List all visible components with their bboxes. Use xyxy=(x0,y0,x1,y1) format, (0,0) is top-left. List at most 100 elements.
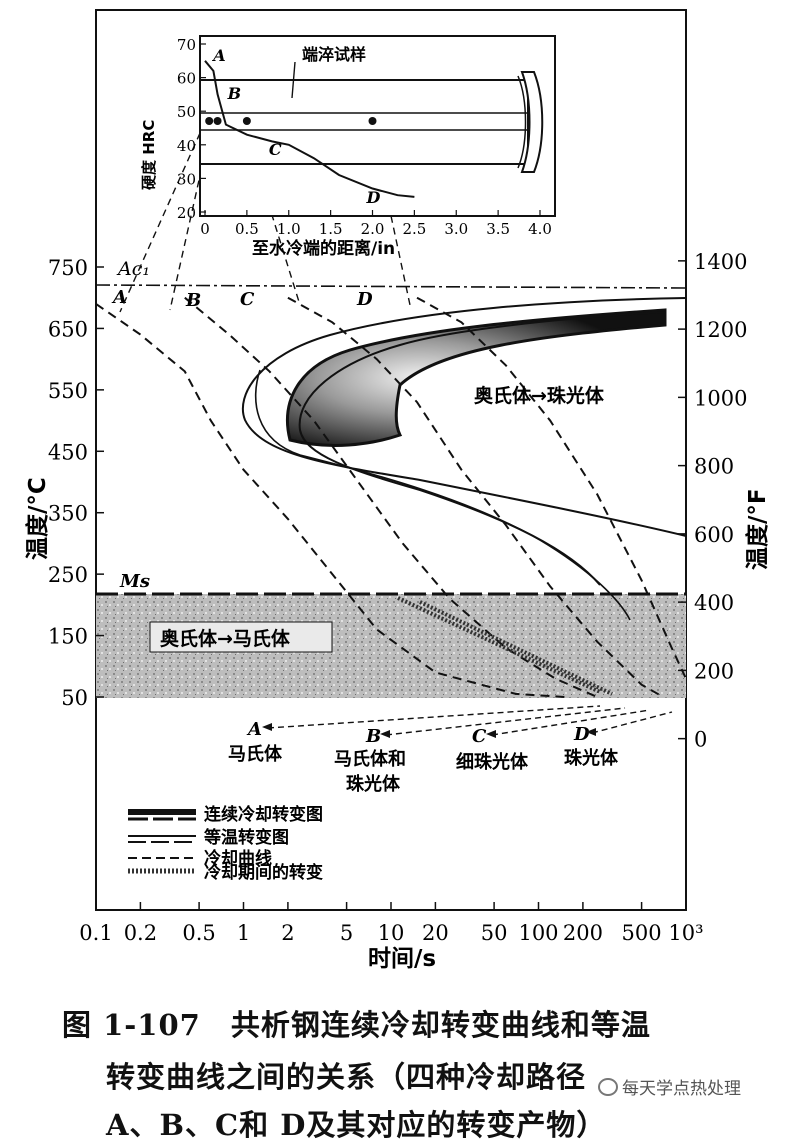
curve-letter-a: A xyxy=(111,287,127,308)
x-tick-label: 200 xyxy=(563,921,603,945)
cooling-curve-b xyxy=(184,296,598,698)
wechat-icon xyxy=(598,1077,618,1096)
inset-x-label: 至水冷端的距离/in xyxy=(252,238,395,259)
inset-x-tick-label: 3.5 xyxy=(486,220,510,238)
ttt-start-curve xyxy=(241,297,687,537)
inset-x-tick-label: 3.0 xyxy=(444,220,468,238)
x-tick-label: 1 xyxy=(237,921,250,945)
curve-letter-c: C xyxy=(240,289,255,310)
y-right-axis-label: 温度/°F xyxy=(744,488,771,570)
x-tick-label: 20 xyxy=(422,921,449,945)
ac1-label: Ac₁ xyxy=(116,258,150,280)
x-tick-label: 2 xyxy=(281,921,294,945)
inset-x-tick-label: 4.0 xyxy=(528,220,552,238)
y-left-ticks: 750 650 550 450 350 250 150 50 xyxy=(48,256,104,710)
y-left-tick-label: 50 xyxy=(61,686,88,710)
inset-x-tick-label: 2.0 xyxy=(361,220,385,238)
product-arrows xyxy=(267,705,673,736)
inset-y-label: 硬度 HRC xyxy=(140,120,158,190)
inset-y-tick-label: 20 xyxy=(177,204,196,222)
product-a: 马氏体 xyxy=(228,743,283,765)
product-letter-a: A xyxy=(246,719,262,740)
inset-x-tick-label: 1.0 xyxy=(277,220,301,238)
martensite-region-label: 奥氏体→马氏体 xyxy=(160,627,291,650)
inset-point-label: D xyxy=(366,188,381,207)
y-left-tick-label: 150 xyxy=(48,625,88,649)
product-d: 珠光体 xyxy=(564,747,619,769)
product-letter-d: D xyxy=(573,724,590,745)
x-tick-label: 0.1 xyxy=(79,921,112,945)
inset-y-tick-label: 40 xyxy=(177,137,196,155)
curve-letter-b: B xyxy=(185,290,201,311)
x-tick-label: 10³ xyxy=(668,921,703,945)
y-right-tick-label: 0 xyxy=(694,728,707,752)
y-right-tick-label: 1000 xyxy=(694,386,747,410)
cooling-curve-d xyxy=(416,296,687,680)
y-right-tick-label: 200 xyxy=(694,659,734,683)
inset-x-ticks: 0 0.5 1.0 1.5 2.0 2.5 3.0 3.5 4.0 xyxy=(200,210,552,238)
specimen-title-leader xyxy=(291,61,296,99)
inset-points: AB C D xyxy=(205,46,381,207)
inset-point-label: B xyxy=(227,84,242,103)
legend-label-ttt: 等温转变图 xyxy=(204,827,289,848)
x-tick-label: 0.2 xyxy=(124,921,157,945)
specimen-end-cap xyxy=(520,71,544,173)
curve-letter-d: D xyxy=(356,289,373,310)
y-left-axis-label: 温度/°C xyxy=(24,477,51,560)
legend-label-transformation: 冷却期间的转变 xyxy=(204,862,323,883)
hatch-b xyxy=(397,596,601,694)
x-axis-label: 时间/s xyxy=(368,946,436,972)
product-b-line1: 马氏体和 xyxy=(334,748,406,770)
y-right-tick-label: 400 xyxy=(694,591,734,615)
x-tick-label: 10 xyxy=(378,921,405,945)
y-right-tick-label: 600 xyxy=(694,523,734,547)
caption-line-2: 转变曲线之间的关系（四种冷却路径 xyxy=(106,1060,587,1094)
x-tick-label: 500 xyxy=(622,921,662,945)
inset-title: 端淬试样 xyxy=(302,45,366,64)
legend-label-cooling: 冷却曲线 xyxy=(204,848,272,869)
pearlite-region-label: 奥氏体→珠光体 xyxy=(474,384,605,407)
legend: 连续冷却转变图 等温转变图 冷却曲线 冷却期间的转变 xyxy=(128,804,323,883)
x-tick-label: 50 xyxy=(481,921,508,945)
inset-point-label: A xyxy=(211,46,225,65)
y-left-tick-label: 750 xyxy=(48,256,88,280)
inset-y-ticks: 70 60 50 40 30 20 xyxy=(177,36,206,222)
inset-point-label: C xyxy=(269,140,282,159)
transformation-segments xyxy=(397,596,613,696)
product-letter-b: B xyxy=(365,726,381,747)
inset-x-tick-label: 2.5 xyxy=(402,220,426,238)
inset-y-tick-label: 60 xyxy=(177,70,196,88)
y-right-tick-label: 1200 xyxy=(694,318,747,342)
inset-y-tick-label: 50 xyxy=(177,103,196,121)
y-left-tick-label: 550 xyxy=(48,379,88,403)
y-right-tick-label: 800 xyxy=(694,455,734,479)
watermark-text: 每天学点热处理 xyxy=(622,1079,741,1099)
x-tick-label: 0.5 xyxy=(182,921,215,945)
y-right-ticks: 1400 1200 1000 800 600 400 200 0 xyxy=(678,250,747,752)
cct-chart: 奥氏体→马氏体 Ac₁ Ms A B C D 奥氏体→珠光体 A 马氏 xyxy=(24,9,771,972)
inset-chart: 端淬试样 AB C D 0 0.5 1.0 1.5 2.0 2.5 3.0 3.5 4.0 70 60… xyxy=(140,35,556,259)
hatch-c xyxy=(419,600,613,696)
legend-label-cct: 连续冷却转变图 xyxy=(204,804,323,825)
caption-line-1: 图 1-107 共析钢连续冷却转变曲线和等温 xyxy=(62,1008,651,1042)
y-left-tick-label: 250 xyxy=(48,563,88,587)
martensite-label-box xyxy=(149,621,333,653)
inset-x-tick-label: 0 xyxy=(200,220,210,238)
inset-y-tick-label: 70 xyxy=(177,36,196,54)
cooling-curve-a xyxy=(95,303,565,698)
cooling-curve-c xyxy=(287,296,664,698)
y-left-tick-label: 350 xyxy=(48,502,88,526)
product-b-line2: 珠光体 xyxy=(346,773,401,795)
y-left-tick-label: 650 xyxy=(48,317,88,341)
ms-label: Ms xyxy=(119,571,150,592)
inset-x-tick-label: 1.5 xyxy=(319,220,343,238)
x-axis-ticks: 0.1 0.2 0.5 1 2 5 10 20 50 100 200 500 10³ xyxy=(79,902,704,945)
specimen-bar xyxy=(199,79,529,165)
inset-hardness-curve xyxy=(204,60,415,198)
y-left-tick-label: 450 xyxy=(48,440,88,464)
product-c: 细珠光体 xyxy=(456,751,529,773)
inset-point xyxy=(213,117,222,125)
inset-point xyxy=(368,117,377,125)
x-tick-label: 5 xyxy=(340,921,353,945)
x-tick-label: 100 xyxy=(518,921,558,945)
